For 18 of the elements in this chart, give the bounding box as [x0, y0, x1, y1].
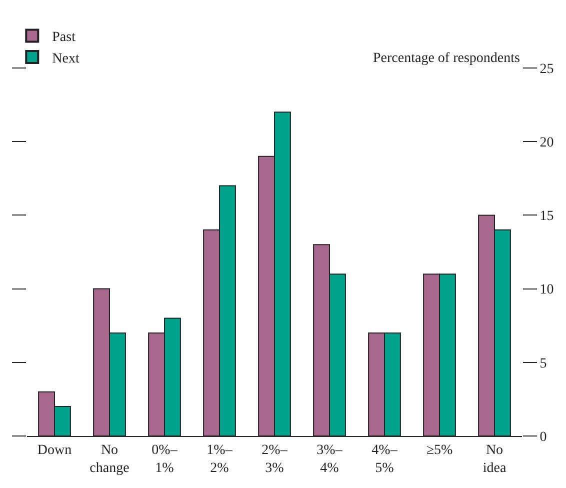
- legend-label: Next: [52, 51, 80, 66]
- x-tick-label: 3%–4%: [316, 442, 344, 476]
- legend-label: Past: [52, 30, 76, 46]
- y-tick-label: 0: [540, 430, 547, 445]
- x-tick-label: 1%–2%: [206, 442, 234, 476]
- x-tick-label: 2%–3%: [262, 442, 288, 476]
- x-tick-label: ≥5%: [426, 442, 454, 458]
- x-tick-label: 4%–5%: [372, 442, 398, 476]
- x-tick-label: Down: [37, 442, 72, 458]
- y-tick-label: 10: [540, 282, 554, 298]
- x-tick-label: 0%–1%: [152, 442, 178, 476]
- x-tick-label: No idea: [482, 442, 507, 476]
- y-tick-label: 5: [540, 356, 547, 372]
- y-tick-label: 15: [540, 209, 554, 224]
- y-axis-title: Percentage of respondents: [373, 51, 520, 66]
- y-tick-label: 25: [540, 62, 554, 77]
- y-tick-label: 20: [540, 136, 554, 150]
- x-tick-label: No change: [90, 442, 130, 476]
